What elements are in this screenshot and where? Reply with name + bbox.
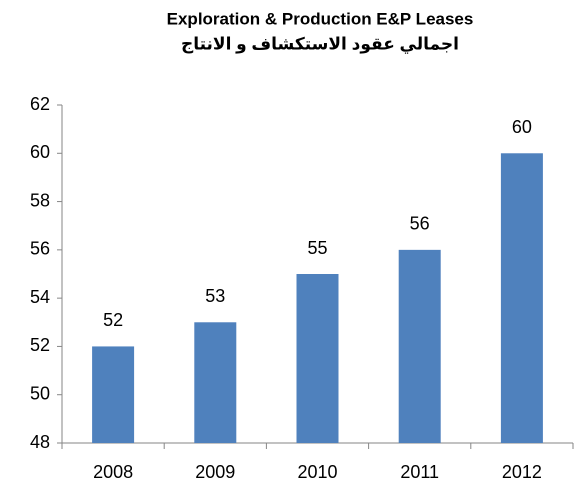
y-tick-label: 58	[30, 190, 50, 210]
y-tick-label: 54	[30, 287, 50, 307]
x-tick-label: 2012	[502, 462, 542, 482]
y-tick-label: 48	[30, 432, 50, 452]
x-tick-label: 2008	[93, 462, 133, 482]
y-tick-label: 50	[30, 383, 50, 403]
y-tick-label: 62	[30, 94, 50, 114]
data-label: 60	[512, 117, 532, 137]
chart-title: Exploration & Production E&P Leases	[167, 9, 474, 28]
data-label: 55	[307, 238, 327, 258]
bar	[500, 153, 543, 444]
data-label: 53	[205, 286, 225, 306]
y-tick-label: 56	[30, 239, 50, 259]
x-tick-label: 2009	[195, 462, 235, 482]
bar	[296, 274, 339, 443]
data-label: 56	[410, 214, 430, 234]
x-tick-label: 2011	[400, 462, 439, 482]
x-tick-label: 2010	[297, 462, 337, 482]
chart-subtitle: اجمالي عقود الاستكشاف و الانتاج	[181, 34, 459, 54]
y-tick-label: 52	[30, 335, 50, 355]
bar	[398, 249, 441, 443]
bar	[92, 346, 135, 443]
bar	[194, 322, 237, 443]
y-tick-label: 60	[30, 142, 50, 162]
data-label: 52	[103, 310, 123, 330]
